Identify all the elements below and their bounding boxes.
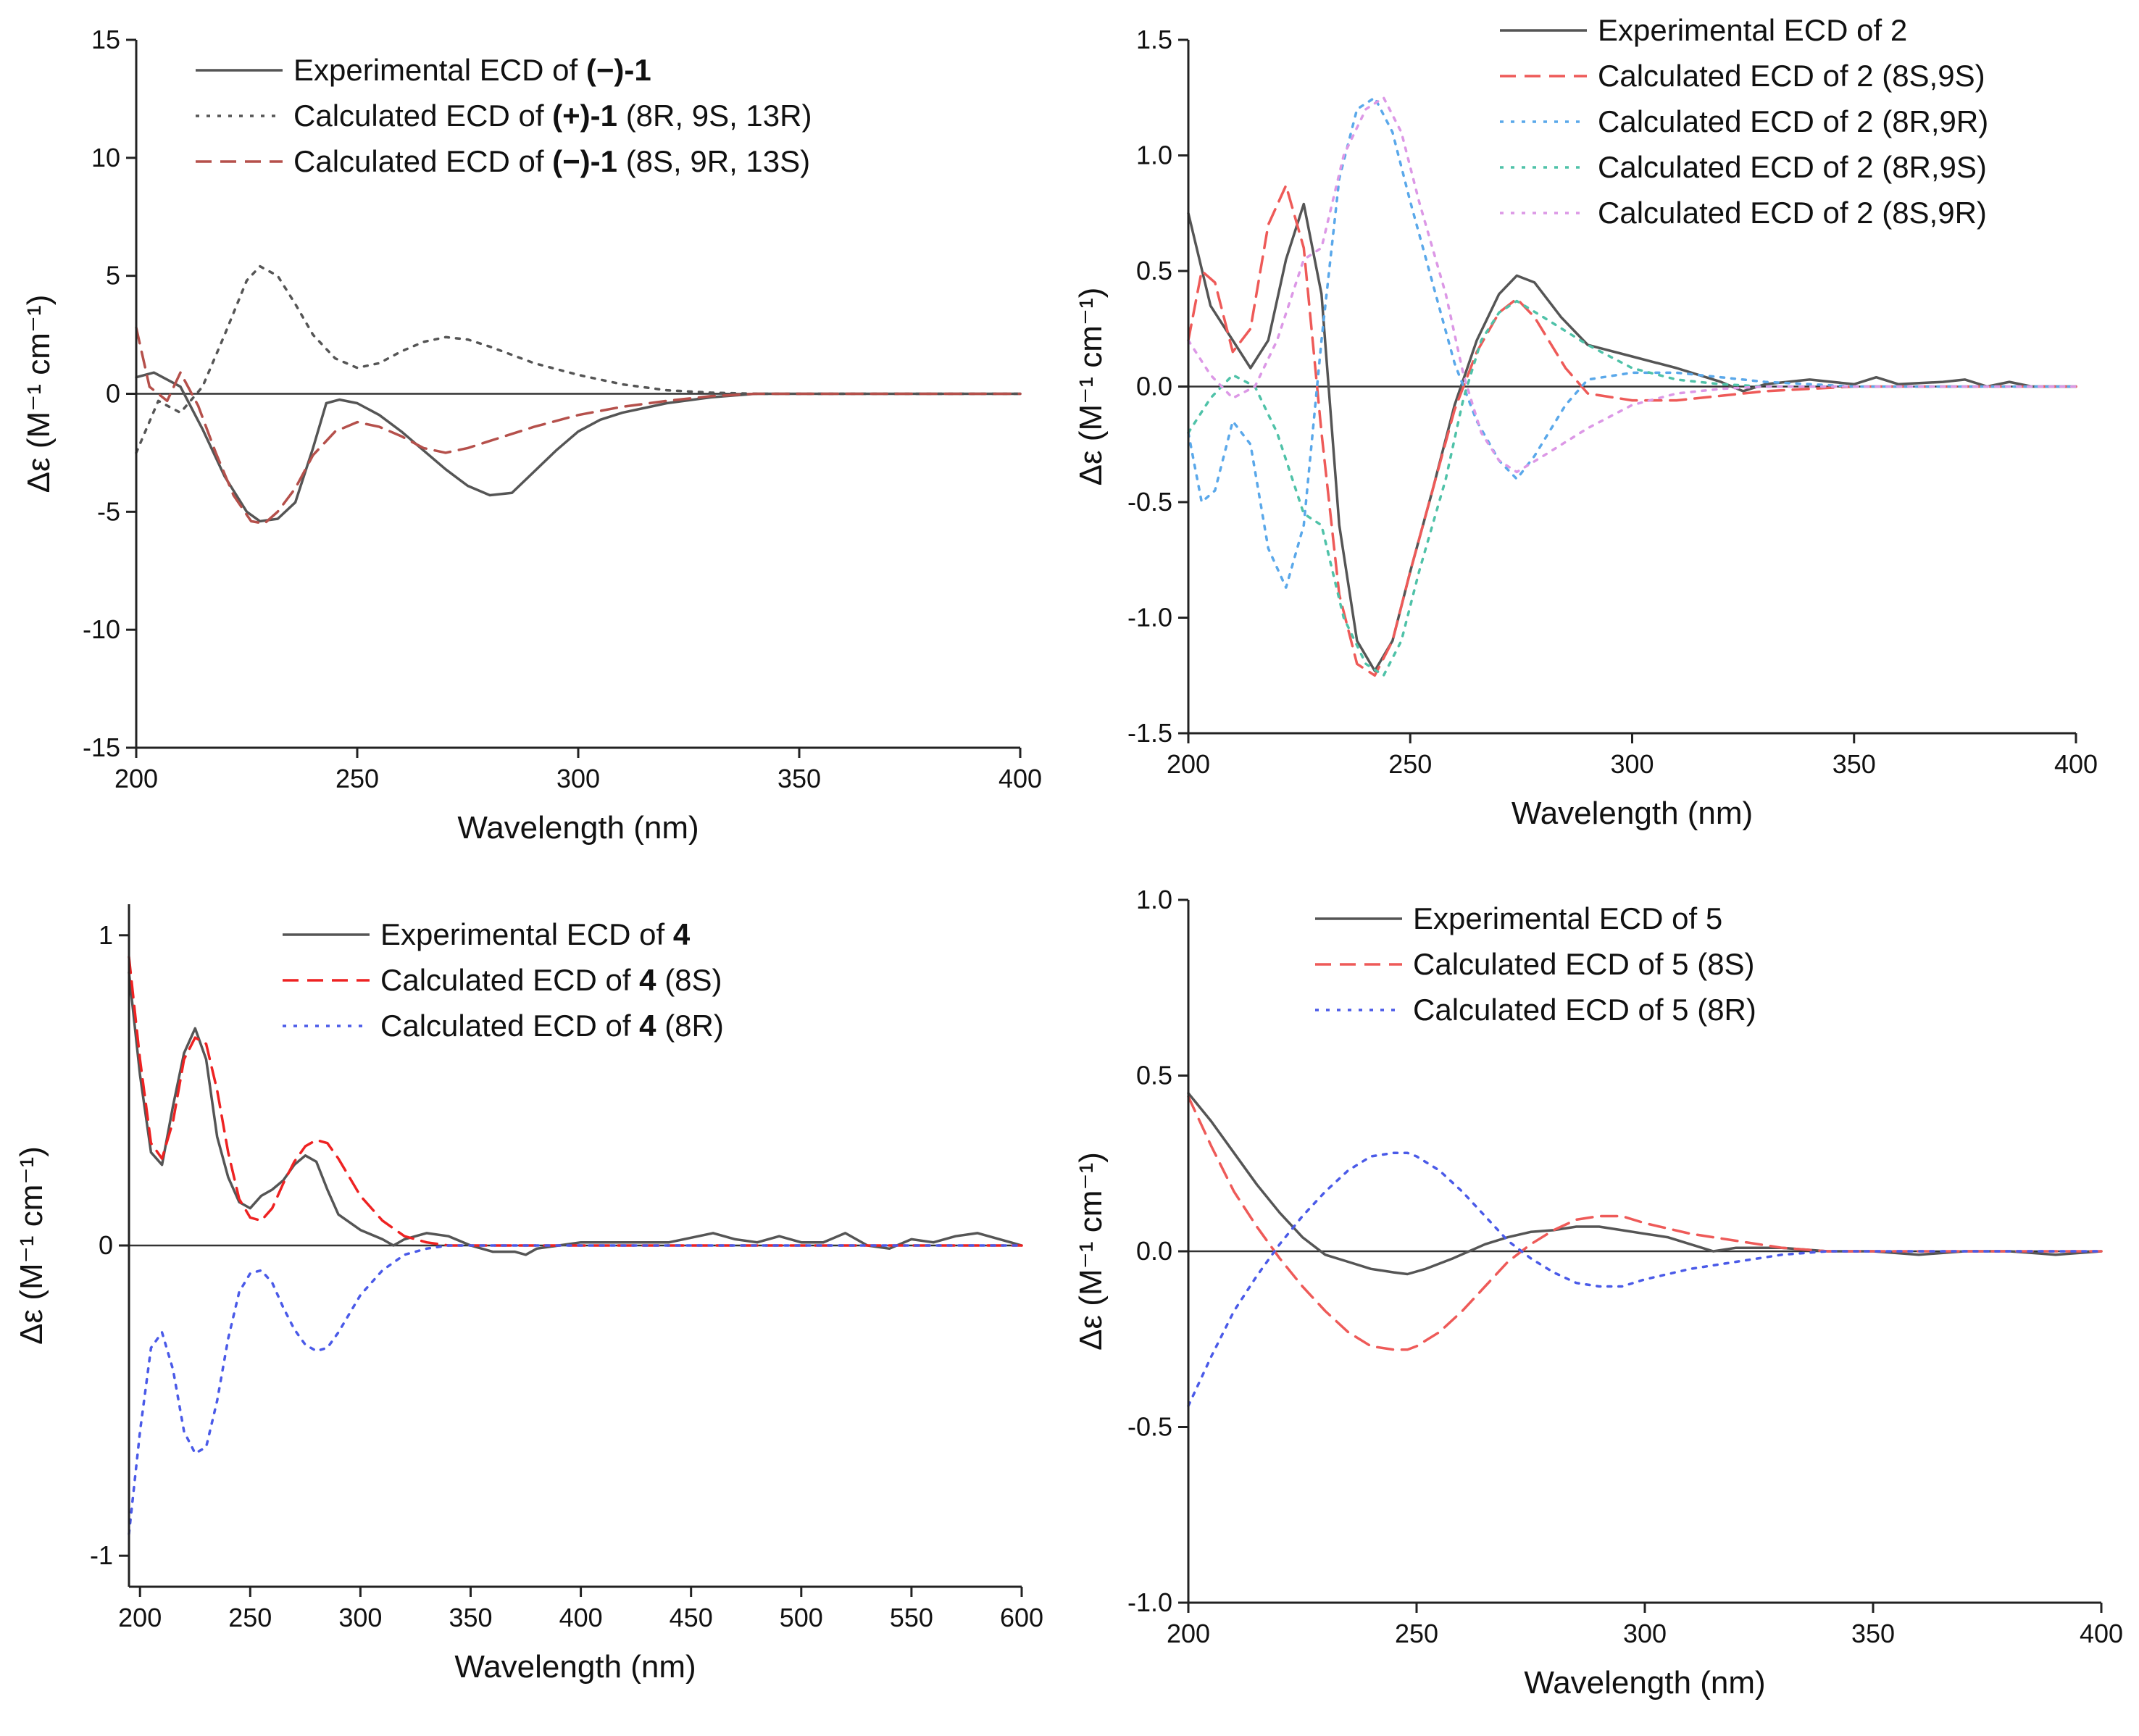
legend-label: Calculated ECD of 5 (8S) — [1413, 947, 1755, 981]
x-tick-label: 300 — [338, 1603, 382, 1632]
x-tick-label: 400 — [2054, 749, 2098, 779]
series-line-2 — [128, 956, 1023, 1247]
x-tick-label: 550 — [890, 1603, 933, 1632]
x-tick-label: 400 — [2080, 1619, 2123, 1648]
y-tick-label: -5 — [97, 496, 120, 526]
x-tick-label: 250 — [228, 1603, 272, 1632]
y-tick-label: 1.0 — [1136, 141, 1172, 170]
x-tick-label: 450 — [670, 1603, 713, 1632]
x-tick-label: 300 — [1610, 749, 1654, 779]
x-tick-label: 200 — [118, 1603, 162, 1632]
y-tick-label: -1.0 — [1127, 1587, 1172, 1617]
series-line-1 — [128, 971, 1023, 1256]
y-tick-label: 5 — [106, 261, 120, 291]
y-tick-label: 0.5 — [1136, 256, 1172, 285]
x-axis-title: Wavelength (nm) — [1512, 796, 1753, 831]
panel-3-ecd-compound-4: 200 250 300 350 400 450 500 550 600 -1 0 1 Wavelengt… — [14, 904, 1043, 1685]
legend-label: Calculated ECD of 4 (8S) — [380, 963, 722, 997]
x-tick-label: 200 — [1167, 749, 1210, 779]
legend: Experimental ECD of 5 Calculated ECD of 5… — [1315, 901, 1756, 1027]
y-tick-label: 15 — [91, 25, 120, 54]
x-tick-label: 300 — [556, 764, 600, 793]
x-axis-title: Wavelength (nm) — [457, 810, 699, 846]
series-line-1 — [1187, 1092, 2103, 1276]
series-line-2 — [1187, 1095, 2103, 1351]
x-tick-label: 600 — [1000, 1603, 1043, 1632]
y-tick-label: 0 — [99, 1230, 113, 1260]
y-tick-label: -10 — [83, 614, 120, 644]
legend: Experimental ECD of 4 Calculated ECD of 4… — [283, 917, 724, 1043]
legend-label: Calculated ECD of (−)-1 (8S, 9R, 13S) — [293, 144, 810, 178]
x-tick-label: 200 — [114, 764, 158, 793]
legend-label: Experimental ECD of 2 — [1598, 13, 1907, 47]
legend-label: Calculated ECD of 2 (8R,9S) — [1598, 150, 1987, 184]
y-axis-title: Δε (M⁻¹ cm⁻¹) — [1073, 1152, 1109, 1351]
x-tick-label: 350 — [777, 764, 821, 793]
series-line-3 — [1187, 96, 2077, 589]
x-tick-label: 350 — [1832, 749, 1876, 779]
series-line-2 — [1187, 184, 2077, 677]
y-tick-label: -15 — [83, 733, 120, 762]
panel-1-ecd-compound-1: 200 250 300 350 400 -15 -10 -5 0 5 10 15 Wavelength … — [21, 25, 1042, 846]
series-line-3 — [128, 1244, 1023, 1535]
x-tick-label: 400 — [998, 764, 1042, 793]
legend-label: Calculated ECD of 4 (8R) — [380, 1009, 724, 1043]
y-axis-title: Δε (M⁻¹ cm⁻¹) — [1073, 288, 1109, 486]
series-line-5 — [1187, 96, 2077, 474]
y-tick-label: -1.0 — [1127, 603, 1172, 633]
y-tick-label: -1 — [90, 1540, 113, 1570]
y-tick-label: 0.5 — [1136, 1061, 1172, 1090]
series-line-3 — [135, 326, 1022, 525]
legend-label: Experimental ECD of 4 — [380, 917, 691, 951]
x-axis-title: Wavelength (nm) — [454, 1649, 696, 1685]
y-tick-label: 0.0 — [1136, 1236, 1172, 1266]
x-tick-label: 300 — [1623, 1619, 1667, 1648]
legend: Experimental ECD of 2 Calculated ECD of 2… — [1500, 13, 1988, 230]
y-tick-label: -0.5 — [1127, 1412, 1172, 1442]
legend-label: Experimental ECD of (−)-1 — [293, 53, 651, 87]
x-tick-label: 500 — [780, 1603, 823, 1632]
series-line-1 — [1187, 202, 2077, 672]
legend-label: Calculated ECD of 2 (8R,9R) — [1598, 104, 1988, 138]
x-tick-label: 350 — [449, 1603, 492, 1632]
legend-label: Calculated ECD of 2 (8S,9S) — [1598, 59, 1985, 93]
y-tick-label: 1.5 — [1136, 25, 1172, 54]
y-axis-title: Δε (M⁻¹ cm⁻¹) — [21, 295, 57, 493]
y-tick-label: 0 — [106, 379, 120, 409]
series-line-3 — [1187, 1151, 2103, 1408]
legend-label: Experimental ECD of 5 — [1413, 901, 1722, 935]
y-tick-label: -1.5 — [1127, 718, 1172, 748]
legend-label: Calculated ECD of 2 (8S,9R) — [1598, 196, 1987, 230]
series-line-4 — [1187, 299, 2077, 677]
y-tick-label: 0.0 — [1136, 372, 1172, 401]
y-tick-label: 1 — [99, 920, 113, 950]
legend-label: Calculated ECD of (+)-1 (8R, 9S, 13R) — [293, 99, 812, 133]
x-tick-label: 250 — [1388, 749, 1432, 779]
y-tick-label: 10 — [91, 143, 120, 172]
panel-4-ecd-compound-5: 200 250 300 350 400 -1.0 -0.5 0.0 0.5 1.0 Waveleng… — [1073, 885, 2123, 1700]
x-tick-label: 250 — [1395, 1619, 1438, 1648]
y-axis-title: Δε (M⁻¹ cm⁻¹) — [14, 1146, 49, 1345]
x-tick-label: 400 — [559, 1603, 603, 1632]
legend-label: Calculated ECD of 5 (8R) — [1413, 993, 1756, 1027]
x-axis-title: Wavelength (nm) — [1524, 1665, 1765, 1700]
series-line-2 — [135, 264, 1022, 454]
x-tick-label: 350 — [1851, 1619, 1895, 1648]
x-tick-label: 250 — [335, 764, 379, 793]
y-tick-label: -0.5 — [1127, 487, 1172, 517]
x-tick-label: 200 — [1167, 1619, 1210, 1648]
legend: Experimental ECD of (−)-1 Calculated ECD … — [196, 53, 812, 178]
panel-2-ecd-compound-2: 200 250 300 350 400 -1.5 -1.0 -0.5 0.0 0.5 1.0 1.5 W… — [1073, 13, 2098, 831]
y-tick-label: 1.0 — [1136, 885, 1172, 914]
